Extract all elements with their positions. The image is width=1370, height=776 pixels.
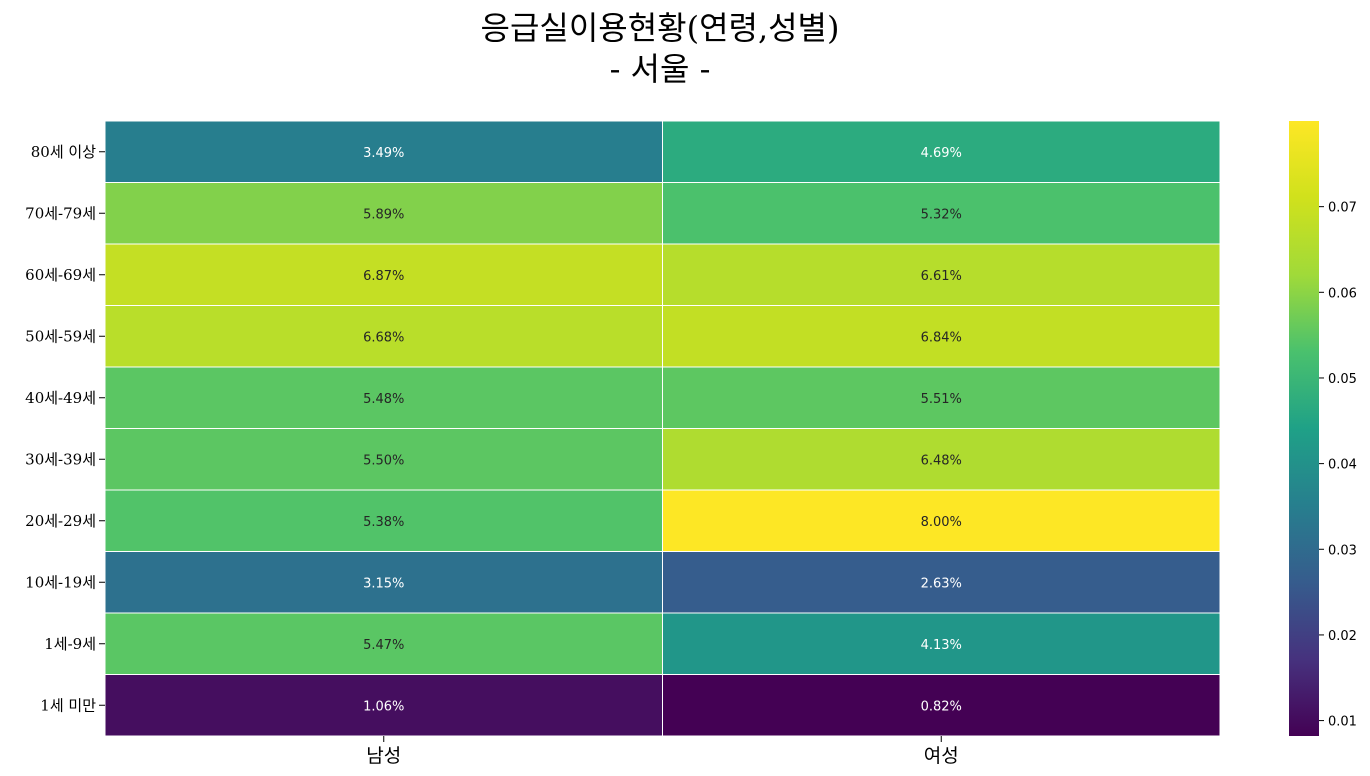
x-tick-labels: 남성 여성 (366, 736, 959, 767)
y-tick-label: 20세-29세 (25, 512, 96, 530)
cell-value-label: 5.89% (363, 207, 404, 222)
cell-value-label: 5.32% (921, 207, 962, 222)
cell-value-label: 6.87% (363, 269, 404, 284)
heatmap-cell (104, 674, 663, 737)
y-tick-labels: 80세 이상 70세-79세 60세-69세 50세-59세 40세-49세 30세-39… (25, 143, 105, 714)
cell-value-label: 6.61% (921, 269, 962, 284)
heatmap-cell (662, 120, 1221, 183)
heatmap-cell (662, 366, 1221, 429)
y-tick-label: 60세-69세 (25, 266, 96, 284)
heatmap-cell (662, 182, 1221, 245)
y-tick-label: 80세 이상 (31, 143, 96, 161)
cell-value-label: 6.68% (363, 330, 404, 345)
heatmap-cell (104, 489, 663, 552)
colorbar-tick-label: 0.02 (1328, 629, 1357, 644)
colorbar (1289, 121, 1319, 736)
cell-value-label: 6.48% (921, 453, 962, 468)
colorbar-ticks: 0.01 0.02 0.03 0.04 0.05 0.06 0.07 (1319, 201, 1357, 730)
x-tick-label: 여성 (924, 745, 959, 767)
colorbar-tick-label: 0.06 (1328, 286, 1357, 301)
heatmap-cell (662, 428, 1221, 491)
cell-value-label: 4.69% (921, 146, 962, 161)
cell-value-label: 5.38% (363, 515, 404, 530)
x-tick-label: 남성 (366, 745, 401, 767)
cell-value-label: 5.51% (921, 392, 962, 407)
heatmap-cell (662, 489, 1221, 552)
cell-value-label: 5.47% (363, 638, 404, 653)
y-tick-label: 1세 미만 (40, 696, 96, 714)
heatmap-cells: 3.49% 4.69% 5.89% 5.32% 6.87% 6.61% 6.68% 6.84%… (104, 120, 1221, 737)
y-tick-label: 70세-79세 (25, 204, 96, 222)
heatmap-cell (104, 612, 663, 675)
heatmap-cell (662, 551, 1221, 614)
heatmap-cell (662, 243, 1221, 306)
cell-value-label: 1.06% (363, 699, 404, 714)
cell-value-label: 5.48% (363, 392, 404, 407)
cell-value-label: 3.15% (363, 576, 404, 591)
colorbar-tick-label: 0.03 (1328, 543, 1357, 558)
chart-title-line2: - 서울 - (610, 50, 711, 88)
cell-value-label: 8.00% (921, 515, 962, 530)
cell-value-label: 3.49% (363, 146, 404, 161)
heatmap-cell (662, 674, 1221, 737)
cell-value-label: 5.50% (363, 453, 404, 468)
cell-value-label: 0.82% (921, 699, 962, 714)
cell-value-label: 6.84% (921, 330, 962, 345)
y-tick-label: 10세-19세 (25, 573, 96, 591)
heatmap-cell (104, 120, 663, 183)
heatmap-cell (104, 551, 663, 614)
heatmap-cell (104, 243, 663, 306)
heatmap-cell (662, 612, 1221, 675)
colorbar-tick-label: 0.01 (1328, 715, 1357, 730)
y-tick-label: 40세-49세 (25, 389, 96, 407)
y-tick-label: 30세-39세 (25, 450, 96, 468)
cell-value-label: 4.13% (921, 638, 962, 653)
chart-title-line1: 응급실이용현황(연령,성별) (481, 9, 840, 47)
heatmap-cell (662, 305, 1221, 368)
y-tick-label: 1세-9세 (44, 635, 96, 653)
heatmap-cell (104, 182, 663, 245)
y-tick-label: 50세-59세 (25, 327, 96, 345)
cell-value-label: 2.63% (921, 576, 962, 591)
colorbar-tick-label: 0.07 (1328, 201, 1357, 216)
colorbar-tick-label: 0.05 (1328, 372, 1357, 387)
colorbar-tick-label: 0.04 (1328, 458, 1357, 473)
